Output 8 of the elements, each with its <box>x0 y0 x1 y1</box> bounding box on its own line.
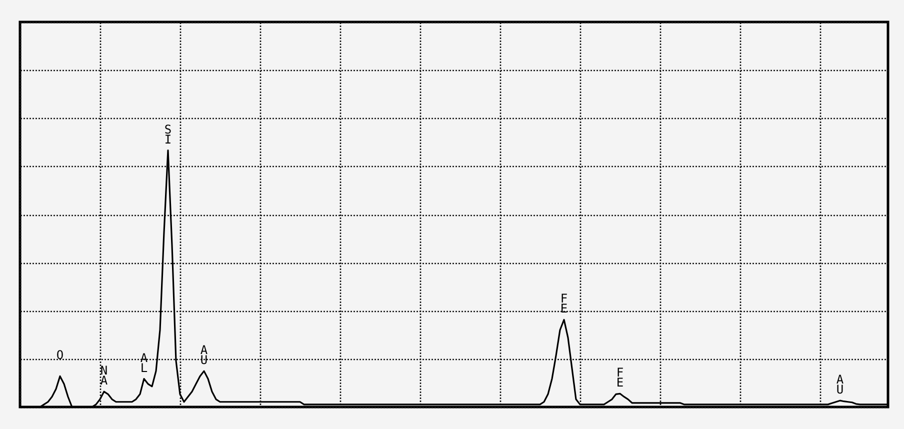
annotation: AL <box>140 350 148 375</box>
annotation: FE <box>560 292 568 316</box>
annotation: AU <box>836 372 844 397</box>
annotation: FE <box>616 366 624 390</box>
text: SI <box>164 122 172 146</box>
annotation: NA <box>100 364 108 388</box>
annotation: O <box>56 348 64 362</box>
annotation: AU <box>200 343 208 368</box>
